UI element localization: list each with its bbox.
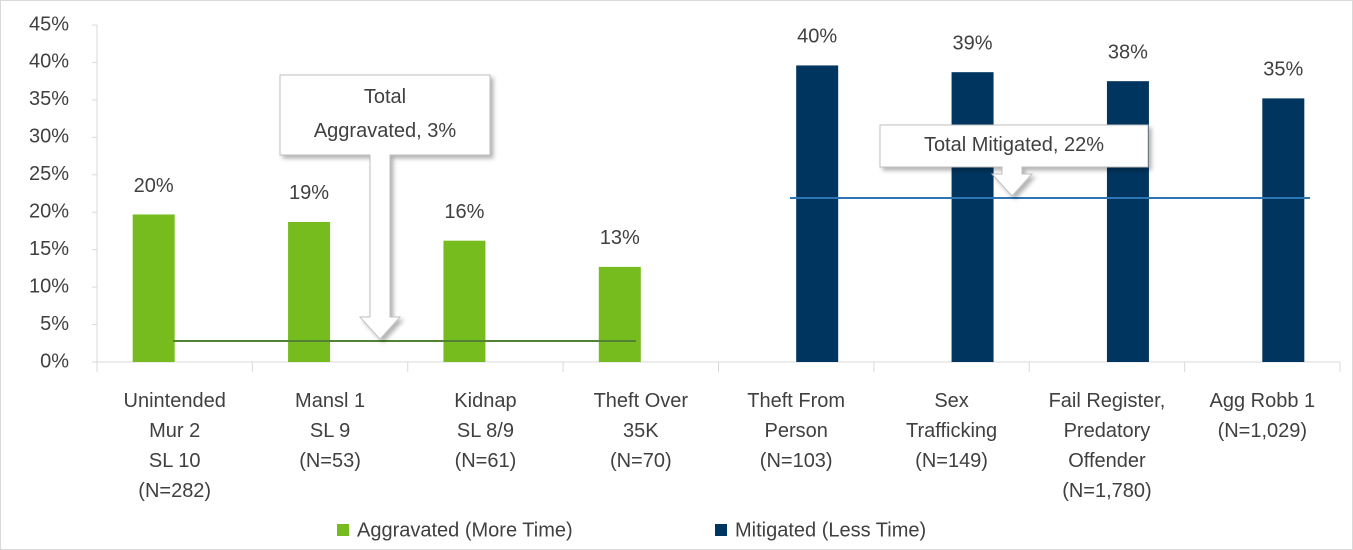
x-tick-line: (N=282) [138,480,211,502]
y-tick-label: 25% [29,163,69,185]
x-tick-label: Theft From Person (N=103) [747,390,845,472]
bar [1262,98,1305,362]
callout-line: Aggravated, 3% [314,120,457,142]
x-tick-label: Theft Over 35K (N=70) [594,390,689,472]
data-label: 19% [289,182,329,204]
y-tick-label: 5% [40,313,69,335]
x-tick-line: (N=1,029) [1218,420,1308,442]
x-tick-label: Sex Trafficking (N=149) [906,390,997,472]
x-tick-line: SL 8/9 [457,420,514,442]
x-tick-line: Mur 2 [149,420,200,442]
x-tick-line: Fail Register, [1049,390,1166,412]
y-tick-label: 0% [40,350,69,372]
x-tick-line: Person [765,420,828,442]
x-tick-label: Unintended Mur 2 SL 10 (N=282) [124,390,226,502]
bar [796,65,839,362]
x-tick-line: Trafficking [906,420,997,442]
x-tick-line: 35K [623,420,659,442]
y-tick-label: 30% [29,126,69,148]
bar [598,266,641,362]
y-tick-label: 40% [29,51,69,73]
x-tick-line: SL 9 [310,420,350,442]
x-tick-line: Predatory [1064,420,1151,442]
bar [288,221,331,362]
data-label: 35% [1263,59,1303,81]
data-label: 40% [797,26,837,48]
bar [951,72,994,363]
legend-label: Mitigated (Less Time) [735,519,926,541]
data-label: 39% [953,32,993,54]
data-label: 13% [600,227,640,249]
legend-swatch [337,524,349,536]
x-tick-label: Kidnap SL 8/9 (N=61) [454,390,516,472]
x-tick-label: Agg Robb 1 (N=1,029) [1209,390,1315,442]
data-label: 20% [134,175,174,197]
x-tick-line: Offender [1068,450,1146,472]
legend-swatch [715,524,727,536]
x-tick-line: (N=70) [610,450,672,472]
y-tick-label: 10% [29,275,69,297]
callout-line: Total Mitigated, 22% [924,134,1104,156]
x-tick-line: Unintended [124,390,226,412]
callout [279,74,491,340]
y-tick-label: 15% [29,238,69,260]
x-tick-line: Theft From [747,390,845,412]
x-tick-line: Theft Over [594,390,689,412]
callout-line: Total [364,86,406,108]
x-tick-line: SL 10 [149,450,201,472]
callout-text: Total Aggravated, 3% [314,86,457,142]
x-tick-line: (N=61) [455,450,517,472]
x-tick-line: (N=53) [299,450,361,472]
x-tick-line: Mansl 1 [295,390,365,412]
x-tick-line: (N=1,780) [1062,480,1152,502]
legend-label: Aggravated (More Time) [357,519,573,541]
x-tick-line: (N=103) [760,450,833,472]
y-tick-label: 20% [29,201,69,223]
x-tick-line: (N=149) [915,450,988,472]
data-label: 16% [444,201,484,223]
bar [1106,81,1149,363]
bar [132,214,175,362]
x-tick-label: Mansl 1 SL 9 (N=53) [295,390,365,472]
x-tick-line: Sex [934,390,968,412]
callout [879,124,1149,197]
x-tick-label: Fail Register, Predatory Offender (N=1,780) [1049,390,1166,502]
bar [443,240,486,362]
x-tick-line: Kidnap [454,390,516,412]
y-tick-label: 35% [29,88,69,110]
y-tick-label: 45% [29,13,69,35]
callout-text: Total Mitigated, 22% [924,134,1104,156]
data-label: 38% [1108,41,1148,63]
x-tick-line: Agg Robb 1 [1209,390,1315,412]
